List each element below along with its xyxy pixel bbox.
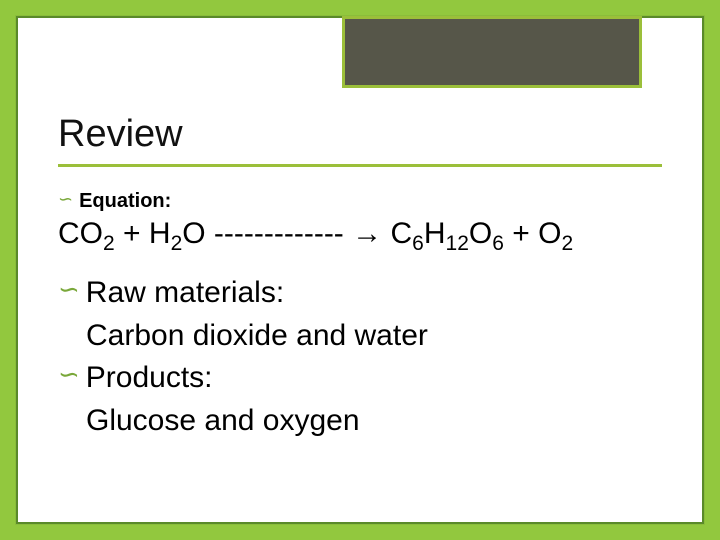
eq-reactant2-sub: 2 xyxy=(171,232,183,255)
eq-product2-sub: 2 xyxy=(561,232,573,255)
eq-p3: O xyxy=(469,217,492,250)
bullet-products: ∽ Products: xyxy=(58,358,662,399)
eq-s1: 6 xyxy=(412,232,424,255)
eq-reactant1-base: CO xyxy=(58,217,103,250)
title-underline xyxy=(58,164,662,167)
slide-title: Review xyxy=(58,113,662,156)
eq-reactant2-base: H xyxy=(149,217,171,250)
products-label: Products: xyxy=(86,358,213,399)
wave-bullet-icon: ∽ xyxy=(58,358,80,392)
eq-reactant1-sub: 2 xyxy=(103,232,115,255)
eq-plus1: + xyxy=(115,217,149,250)
slide-frame: Review ∽ Equation: CO2 + H2O -----------… xyxy=(16,16,704,524)
eq-reactant2-tail: O xyxy=(182,217,205,250)
bullet-equation-label: ∽ Equation: xyxy=(58,187,662,215)
wave-bullet-icon: ∽ xyxy=(58,273,80,307)
eq-s2: 12 xyxy=(446,232,469,255)
raw-materials-body: Carbon dioxide and water xyxy=(86,316,662,357)
eq-p1: C xyxy=(390,217,412,250)
slide-content: Review ∽ Equation: CO2 + H2O -----------… xyxy=(58,113,662,443)
products-body: Glucose and oxygen xyxy=(86,401,662,442)
equation-line: CO2 + H2O ------------- → C6H12O6 + O2 xyxy=(58,217,662,251)
raw-materials-label: Raw materials: xyxy=(86,273,284,314)
eq-product2-base: O xyxy=(538,217,561,250)
eq-dashes: ------------- xyxy=(206,217,353,250)
eq-arrow: → xyxy=(352,217,382,250)
eq-plus2: + xyxy=(504,217,538,250)
eq-p2: H xyxy=(424,217,446,250)
equation-label-text: Equation: xyxy=(79,187,171,215)
bullet-raw-materials: ∽ Raw materials: xyxy=(58,273,662,314)
decorative-top-box xyxy=(342,16,642,88)
eq-s3: 6 xyxy=(492,232,504,255)
wave-bullet-icon: ∽ xyxy=(58,187,73,212)
